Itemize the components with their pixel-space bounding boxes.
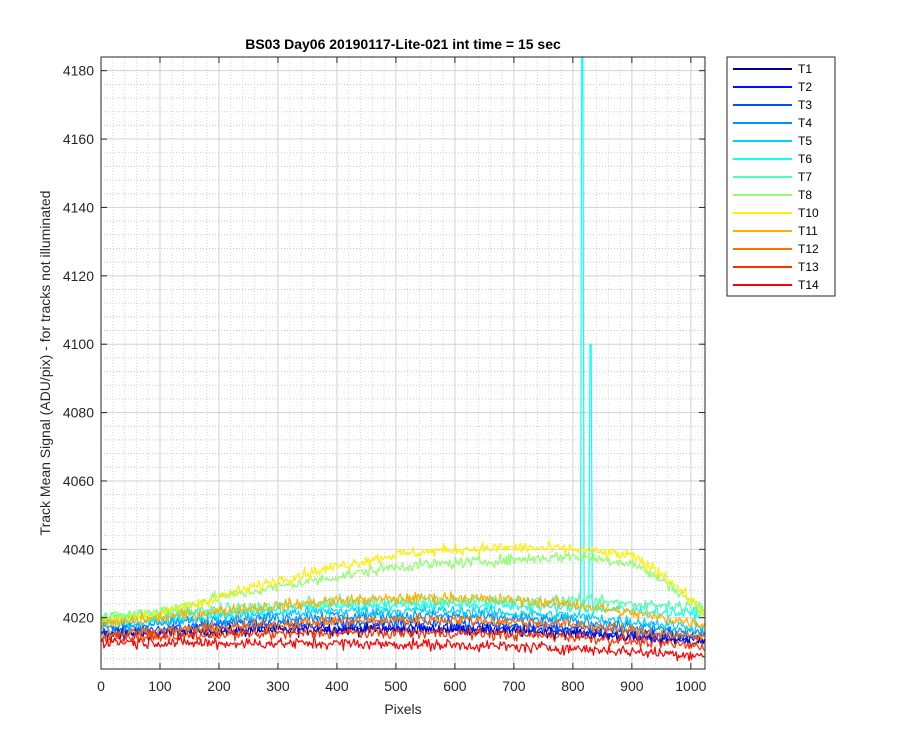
y-axis-label: Track Mean Signal (ADU/pix) - for tracks… <box>37 191 53 536</box>
y-tick-label: 4180 <box>63 63 94 79</box>
series-line-t8 <box>101 552 705 622</box>
x-tick-label: 100 <box>148 678 172 694</box>
legend-label-t5: T5 <box>798 134 812 148</box>
y-tick-label: 4120 <box>63 268 94 284</box>
series-line-t2 <box>101 620 705 645</box>
series-line-t5 <box>101 604 705 634</box>
x-tick-label: 600 <box>443 678 467 694</box>
x-tick-label: 900 <box>620 678 644 694</box>
legend-label-t3: T3 <box>798 98 812 112</box>
y-tick-label: 4080 <box>63 405 94 421</box>
legend-label-t14: T14 <box>798 278 819 292</box>
series-line-t11 <box>101 591 705 630</box>
legend-label-t4: T4 <box>798 116 812 130</box>
axis-ticks <box>100 57 705 669</box>
x-axis-label: Pixels <box>384 701 421 717</box>
legend-label-t6: T6 <box>798 152 812 166</box>
legend-label-t8: T8 <box>798 188 812 202</box>
legend-label-t1: T1 <box>798 62 812 76</box>
legend-label-t2: T2 <box>798 80 812 94</box>
x-tick-label: 300 <box>266 678 290 694</box>
y-tick-labels: 4020 4040 4060 4080 4100 4120 4140 4160 4180 <box>63 63 94 626</box>
x-tick-label: 500 <box>384 678 408 694</box>
legend-label-t13: T13 <box>798 260 819 274</box>
x-tick-label: 1000 <box>675 678 706 694</box>
legend-label-t11: T11 <box>798 224 818 238</box>
y-tick-label: 4100 <box>63 336 94 352</box>
legend-label-t10: T10 <box>798 206 819 220</box>
y-tick-label: 4140 <box>63 199 94 215</box>
legend-label-t12: T12 <box>798 242 819 256</box>
series-line-t10 <box>101 540 705 628</box>
legend-label-t7: T7 <box>798 170 812 184</box>
series-line-t12 <box>101 613 705 642</box>
y-tick-label: 4060 <box>63 473 94 489</box>
plot-frame <box>100 56 706 670</box>
x-tick-label: 0 <box>97 678 105 694</box>
x-tick-label: 200 <box>207 678 231 694</box>
y-tick-label: 4160 <box>63 131 94 147</box>
series-line-t14 <box>101 634 705 662</box>
x-tick-label: 800 <box>561 678 585 694</box>
x-tick-label: 400 <box>325 678 349 694</box>
y-tick-label: 4040 <box>63 541 94 557</box>
series-line-t13 <box>101 624 705 651</box>
grid <box>100 56 705 669</box>
series-group <box>101 56 705 662</box>
plot-area <box>101 57 705 669</box>
x-tick-labels: 0 100 200 300 400 500 600 700 800 900 1000 <box>97 678 707 694</box>
legend: T1 T2 T3 T4 T5 T6 T7 T8 T10 T11 T12 T13 T14 <box>726 56 836 297</box>
chart-title: BS03 Day06 20190117-Lite-021 int time = … <box>245 36 561 52</box>
y-tick-label: 4020 <box>63 610 94 626</box>
x-tick-label: 700 <box>502 678 526 694</box>
